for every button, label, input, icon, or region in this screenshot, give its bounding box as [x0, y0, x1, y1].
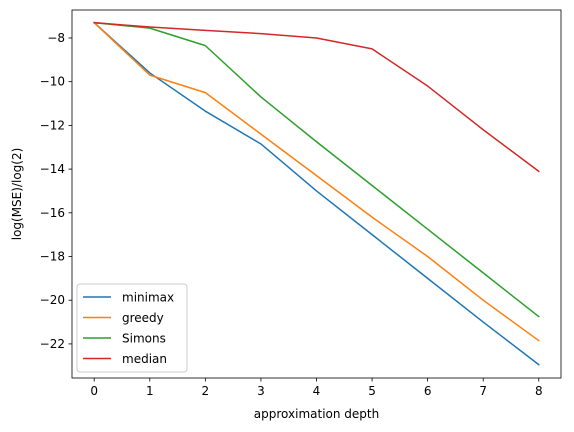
legend-label-simons: Simons	[122, 332, 166, 346]
x-tick-label: 1	[146, 384, 154, 398]
y-axis-label: log(MSE)/log(2)	[10, 148, 24, 241]
y-tick-label: −12	[40, 118, 65, 132]
x-tick-label: 4	[313, 384, 321, 398]
series-line-greedy	[93, 21, 540, 342]
series-line-minimax	[93, 21, 540, 366]
y-tick-label: −8	[47, 31, 65, 45]
x-tick-label: 8	[535, 384, 543, 398]
y-tick-label: −14	[40, 162, 65, 176]
y-ticks: −22 −20 −18 −16 −14 −12 −10 −8	[40, 31, 72, 351]
legend: minimax greedy Simons median	[76, 283, 188, 373]
x-tick-label: 5	[368, 384, 376, 398]
x-tick-label: 0	[90, 384, 98, 398]
legend-label-median: median	[122, 352, 167, 366]
legend-label-greedy: greedy	[122, 311, 164, 325]
y-tick-label: −16	[40, 206, 65, 220]
legend-box	[76, 283, 188, 373]
x-axis-label: approximation depth	[254, 407, 379, 421]
y-tick-label: −18	[40, 249, 65, 263]
x-tick-label: 2	[202, 384, 210, 398]
x-tick-label: 7	[479, 384, 487, 398]
x-tick-label: 3	[257, 384, 265, 398]
y-tick-label: −22	[40, 337, 65, 351]
x-ticks: 0 1 2 3 4 5 6 7 8	[90, 378, 543, 398]
legend-label-minimax: minimax	[122, 291, 174, 305]
y-tick-label: −10	[40, 75, 65, 89]
series-layer	[93, 21, 540, 366]
series-line-simons	[93, 21, 540, 318]
x-tick-label: 6	[424, 384, 432, 398]
y-tick-label: −20	[40, 293, 65, 307]
series-line-median	[93, 21, 540, 173]
